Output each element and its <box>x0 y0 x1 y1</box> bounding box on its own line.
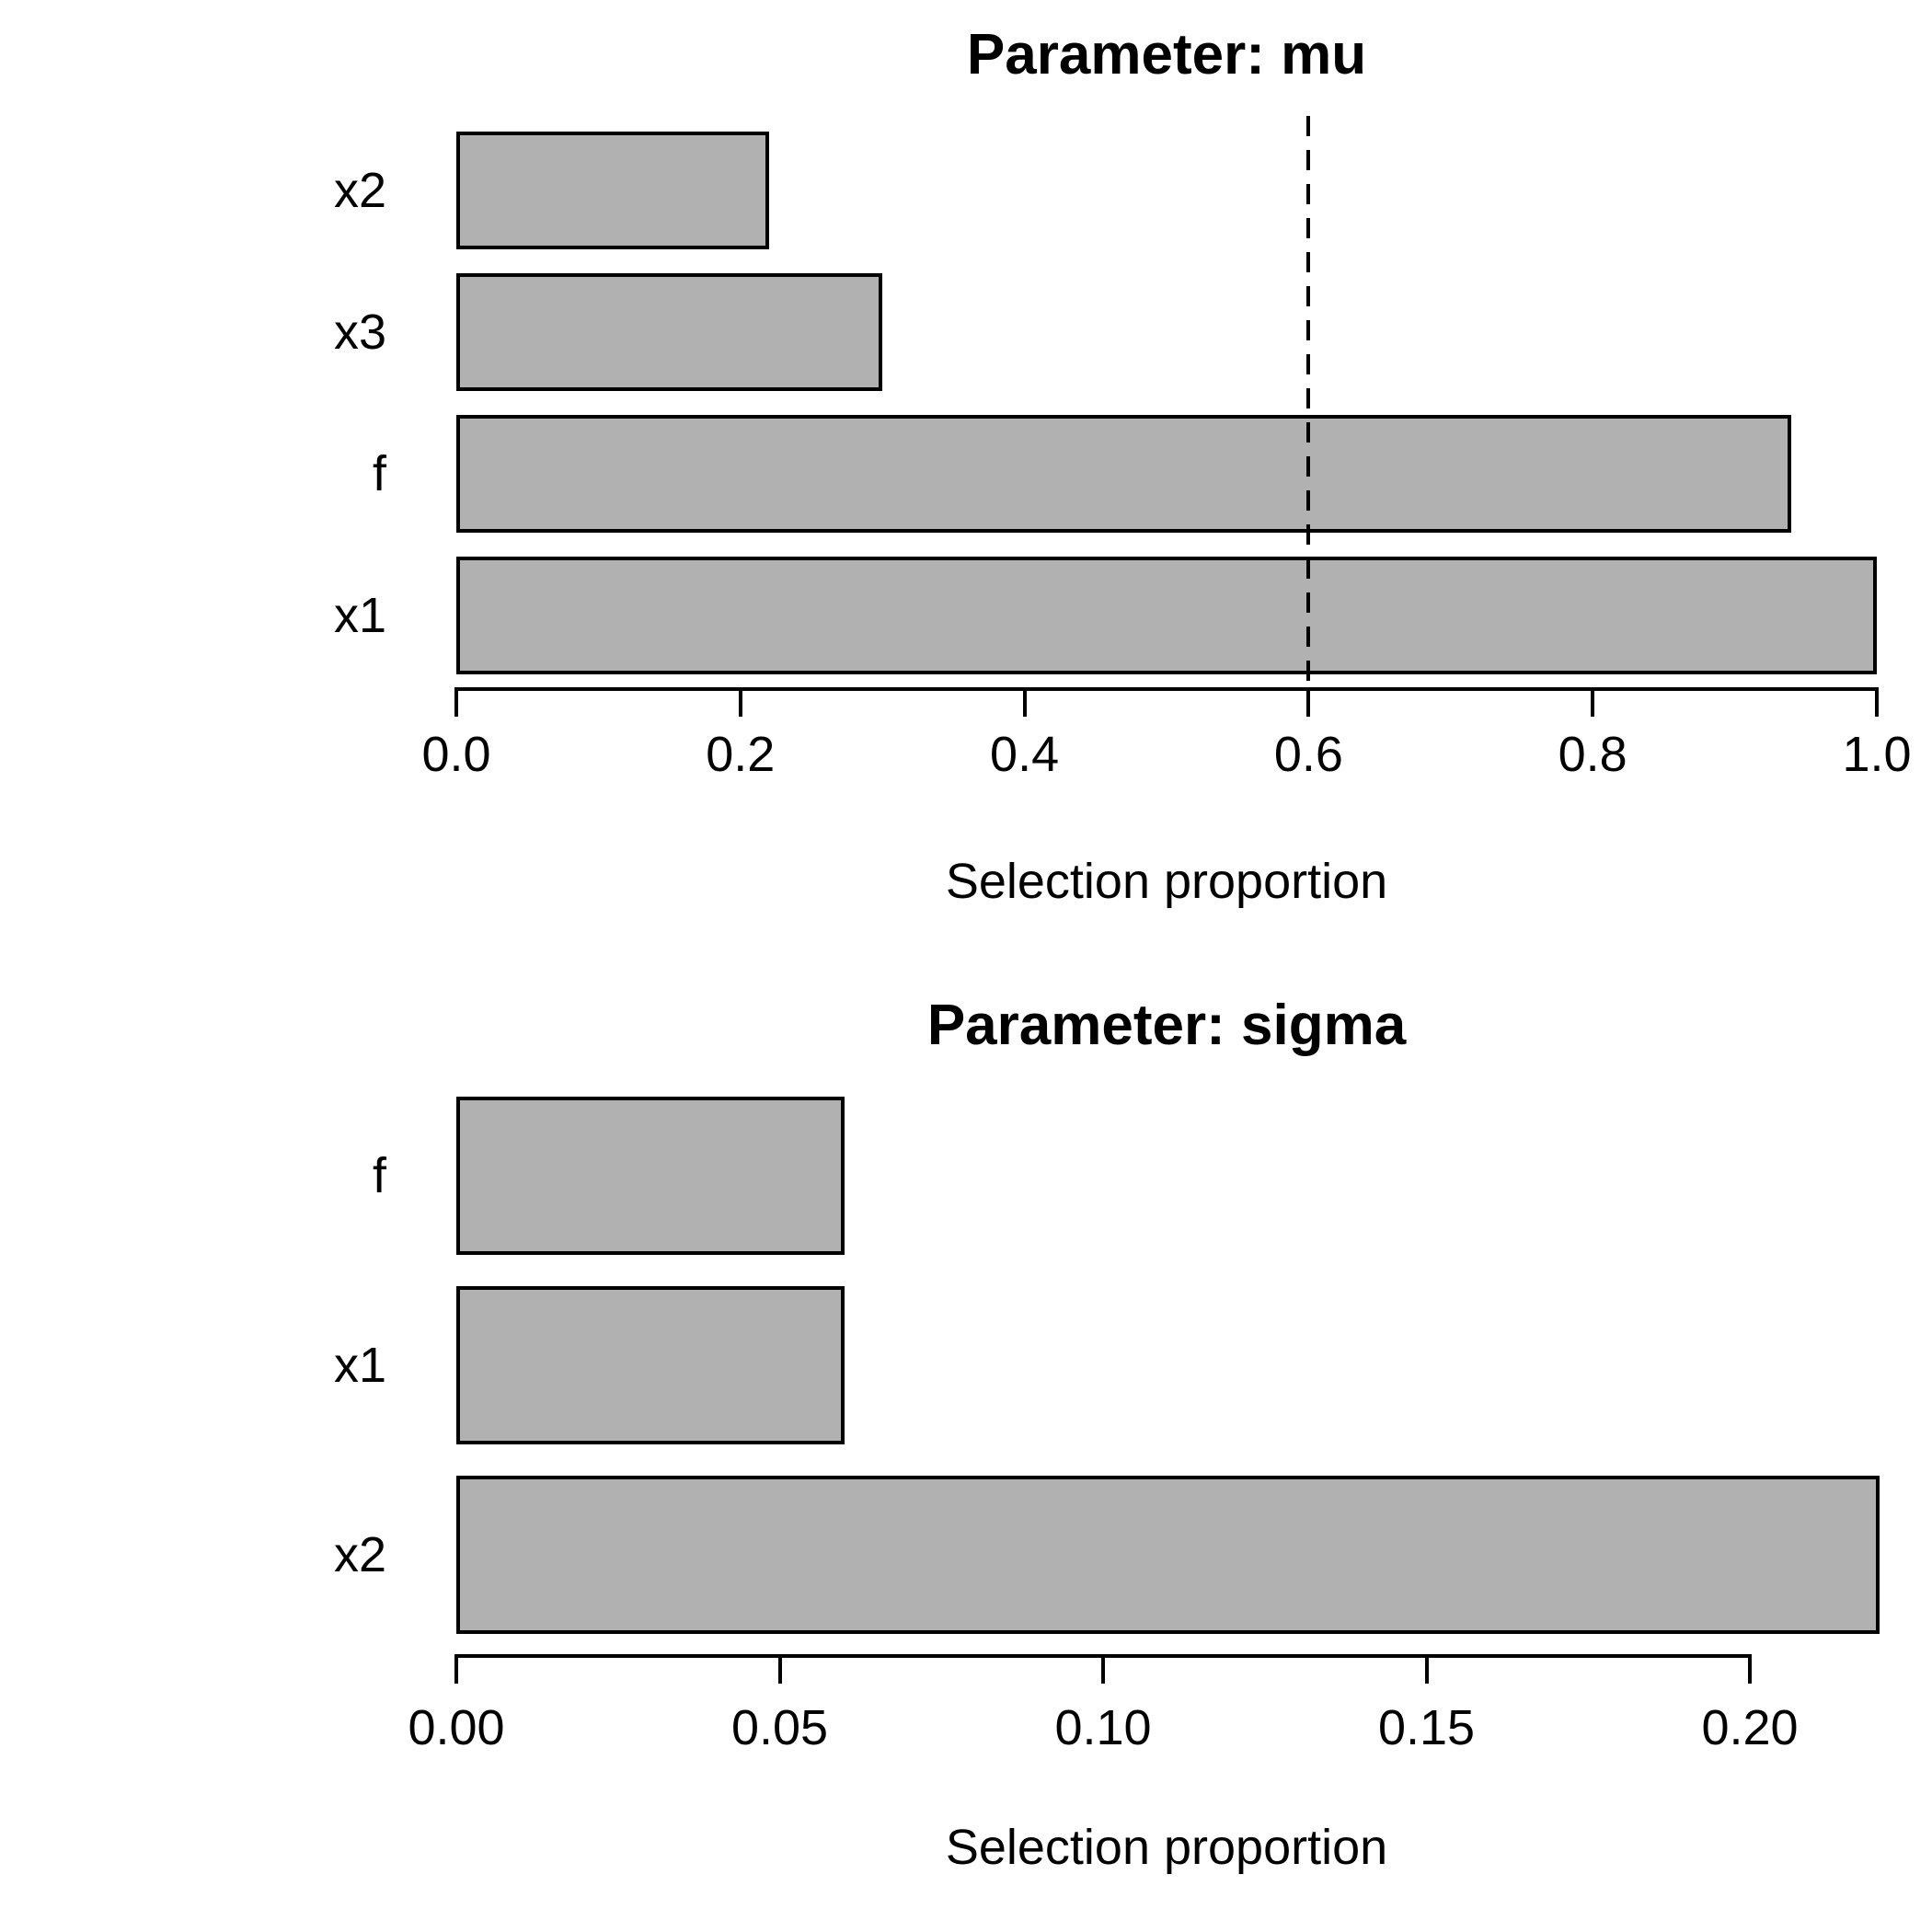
x-tick-label-sigma-0.00: 0.00 <box>408 1700 505 1755</box>
x-tick-label-mu-0.0: 0.0 <box>421 727 491 782</box>
category-label-sigma-x2: x2 <box>333 1527 386 1582</box>
x-tick-label-mu-1.0: 1.0 <box>1842 727 1912 782</box>
x-axis-title-sigma: Selection proportion <box>945 1820 1388 1875</box>
bar-sigma-x2 <box>456 1476 1880 1634</box>
x-tick-label-mu-0.6: 0.6 <box>1273 727 1343 782</box>
chart-title-sigma: Parameter: sigma <box>926 994 1407 1057</box>
x-tick-mu-0.8 <box>1591 691 1595 717</box>
category-label-sigma-x1: x1 <box>333 1338 386 1393</box>
bar-mu-x2 <box>456 132 769 249</box>
x-tick-mu-0.6 <box>1306 691 1311 717</box>
category-label-mu-x2: x2 <box>333 163 386 218</box>
x-tick-mu-0.4 <box>1022 691 1027 717</box>
x-tick-sigma-0.10 <box>1101 1658 1105 1684</box>
bar-mu-f <box>456 415 1791 533</box>
x-tick-sigma-0.15 <box>1424 1658 1429 1684</box>
x-axis-title-mu: Selection proportion <box>945 854 1388 909</box>
x-tick-label-mu-0.8: 0.8 <box>1558 727 1627 782</box>
bar-sigma-f <box>456 1097 845 1255</box>
x-tick-label-sigma-0.05: 0.05 <box>730 1700 829 1755</box>
x-tick-sigma-0.20 <box>1748 1658 1752 1684</box>
x-tick-label-sigma-0.20: 0.20 <box>1701 1700 1799 1755</box>
category-label-mu-f: f <box>372 446 386 501</box>
bar-mu-x3 <box>456 273 882 391</box>
x-tick-label-mu-0.2: 0.2 <box>706 727 776 782</box>
x-tick-mu-0.0 <box>454 691 458 717</box>
x-tick-mu-1.0 <box>1875 691 1879 717</box>
category-label-sigma-f: f <box>372 1148 386 1203</box>
x-tick-label-mu-0.4: 0.4 <box>990 727 1060 782</box>
category-label-mu-x1: x1 <box>333 588 386 643</box>
x-tick-label-sigma-0.10: 0.10 <box>1054 1700 1152 1755</box>
threshold-line-mu <box>1306 116 1311 693</box>
category-label-mu-x3: x3 <box>333 305 386 360</box>
x-tick-mu-0.2 <box>738 691 742 717</box>
x-tick-label-sigma-0.15: 0.15 <box>1377 1700 1476 1755</box>
bar-sigma-x1 <box>456 1286 845 1444</box>
chart-title-mu: Parameter: mu <box>966 23 1367 86</box>
x-axis-line-sigma <box>454 1654 1752 1658</box>
x-tick-sigma-0.05 <box>777 1658 782 1684</box>
x-axis-line-mu <box>454 687 1879 691</box>
bar-mu-x1 <box>456 557 1877 674</box>
x-tick-sigma-0.00 <box>454 1658 458 1684</box>
